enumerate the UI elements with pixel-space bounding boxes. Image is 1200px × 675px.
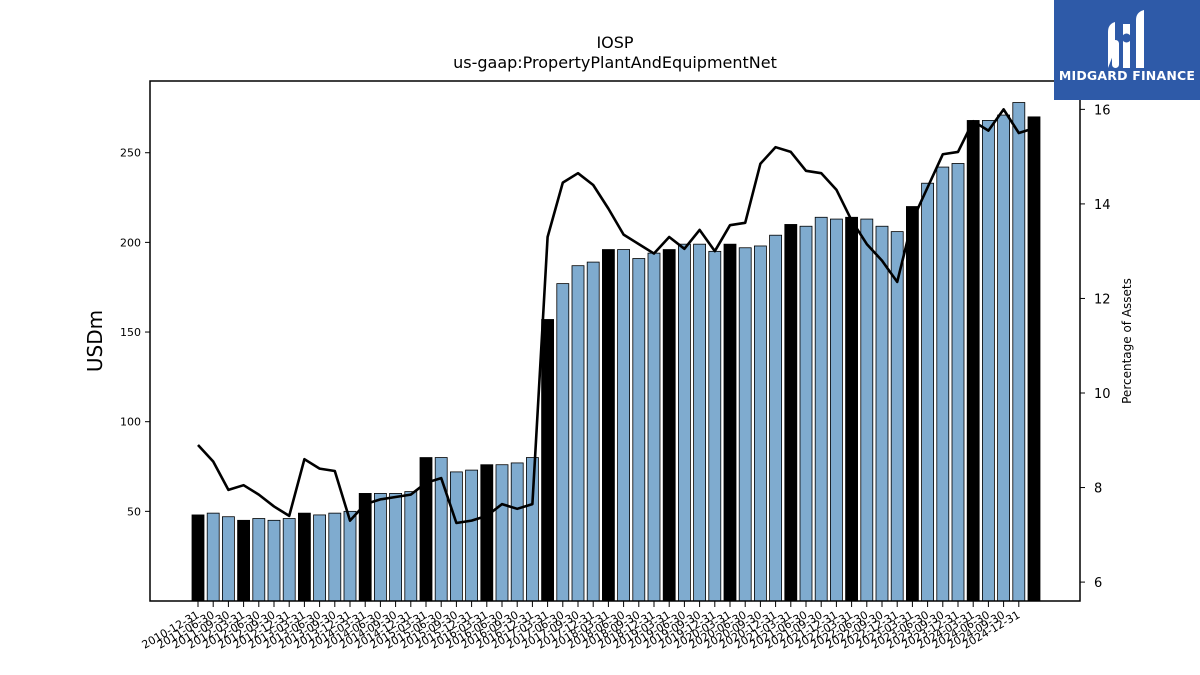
y2-tick-label: 12 (1094, 292, 1111, 307)
bar (936, 166, 950, 602)
bar (526, 457, 539, 602)
bar (845, 216, 858, 602)
bar (571, 265, 585, 602)
bar (906, 206, 919, 602)
bar (206, 512, 220, 602)
y-axis-label: USDm (83, 310, 107, 372)
bar (191, 514, 205, 602)
bar (784, 224, 798, 602)
y2-tick-label: 16 (1094, 103, 1111, 118)
bar (419, 457, 433, 602)
y2-tick-label: 8 (1094, 482, 1102, 497)
bar (632, 258, 646, 602)
logo-mark-icon (1108, 10, 1144, 68)
bar (921, 182, 934, 602)
bar (708, 250, 722, 602)
bar (723, 243, 737, 602)
bar (738, 247, 752, 602)
bar (237, 519, 251, 602)
bar (693, 243, 706, 602)
bar (875, 225, 889, 602)
bar (465, 469, 479, 602)
bar (754, 245, 767, 602)
bar (404, 491, 418, 602)
plot-frame (149, 80, 1081, 602)
bar (449, 471, 463, 602)
bar (221, 516, 235, 602)
bar (617, 249, 630, 602)
y-tick-label: 100 (120, 416, 141, 429)
chart-subtitle: us-gaap:PropertyPlantAndEquipmentNet (453, 53, 777, 72)
bar (814, 216, 828, 602)
bar (830, 218, 843, 602)
chart-title: IOSP (596, 33, 633, 52)
bar (267, 519, 281, 602)
bar (586, 261, 600, 602)
bar (890, 231, 904, 602)
y-tick-label: 50 (127, 505, 141, 518)
y-tick-label: 150 (120, 326, 141, 339)
bar (373, 493, 387, 602)
bar (860, 218, 874, 602)
bar (297, 512, 311, 602)
bar (556, 283, 570, 602)
bar (389, 493, 403, 602)
bar (313, 514, 327, 602)
bar (982, 120, 995, 602)
bar (510, 462, 524, 602)
y-tick-label: 200 (120, 236, 141, 249)
bar (1012, 102, 1026, 602)
bar (662, 249, 676, 602)
bar (647, 252, 661, 602)
bar (966, 120, 980, 602)
bar (328, 512, 342, 602)
percentage-line (197, 108, 1035, 525)
y-tick-label: 250 (120, 147, 141, 160)
y2-tick-label: 6 (1094, 576, 1102, 591)
midgard-finance-logo: MIDGARD FINANCE (1054, 0, 1200, 100)
bar (541, 319, 554, 602)
bar (951, 163, 965, 602)
bar (799, 225, 813, 602)
bar (678, 243, 691, 602)
bar (495, 464, 509, 602)
bar (997, 114, 1010, 602)
bar (769, 234, 782, 602)
y2-tick-label: 10 (1094, 387, 1111, 402)
bar (343, 510, 357, 602)
bar (480, 464, 494, 602)
bar (602, 249, 615, 602)
y2-tick-label: 14 (1094, 198, 1111, 213)
logo-text: MIDGARD FINANCE (1058, 68, 1196, 83)
bar (252, 518, 266, 602)
bar (1027, 116, 1041, 602)
bar (282, 518, 296, 602)
y2-axis-label: Percentage of Assets (1120, 278, 1134, 404)
